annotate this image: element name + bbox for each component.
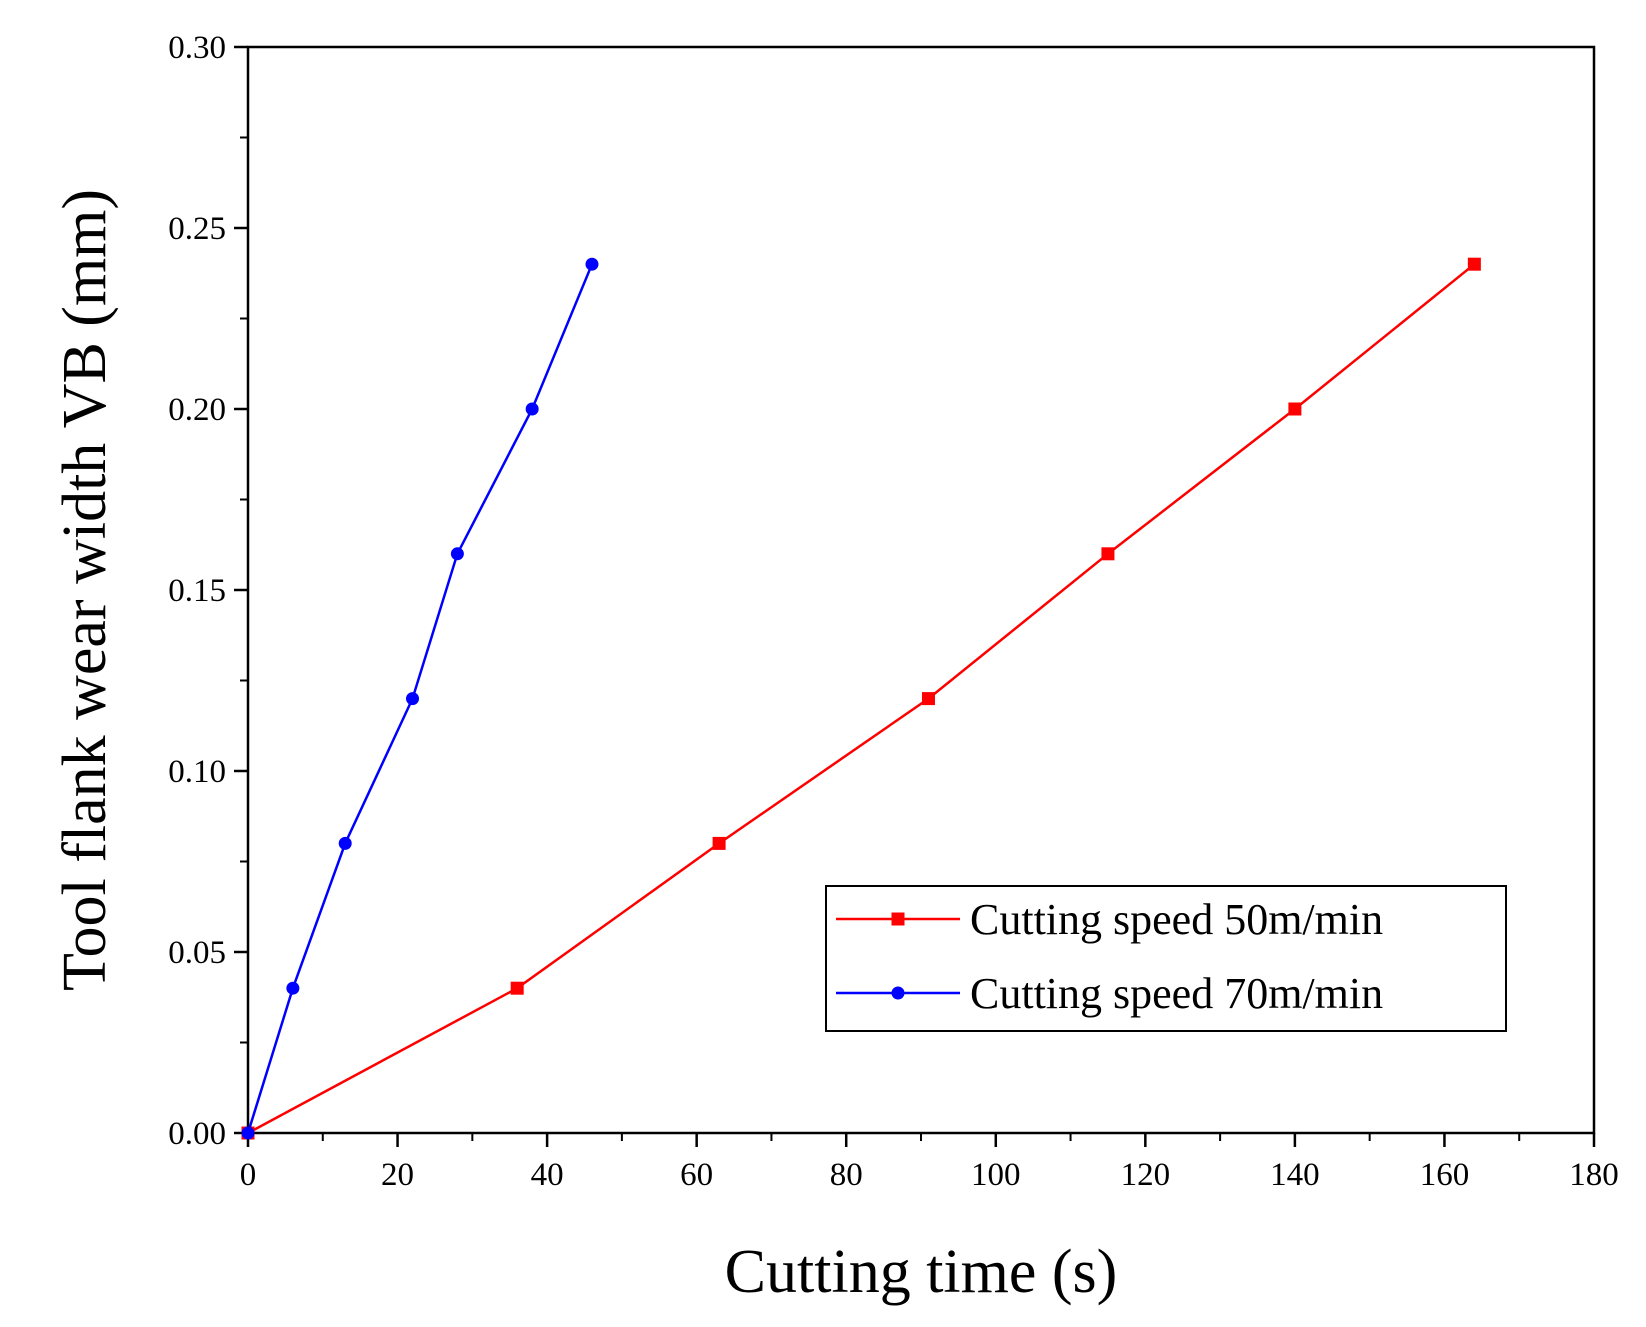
data-point	[510, 981, 524, 995]
data-point	[1288, 402, 1302, 416]
y-tick-label: 0.10	[168, 754, 226, 790]
x-tick-label: 100	[971, 1157, 1021, 1193]
data-point	[406, 692, 420, 706]
y-tick-label: 0.00	[168, 1116, 226, 1152]
x-tick-label: 180	[1569, 1157, 1619, 1193]
x-tick-label: 40	[531, 1157, 564, 1193]
x-tick-label: 60	[680, 1157, 713, 1193]
data-point	[525, 402, 539, 416]
legend-item: Cutting speed 70m/min	[836, 969, 1383, 1018]
x-tick-label: 160	[1420, 1157, 1470, 1193]
y-tick-label: 0.20	[168, 392, 226, 428]
y-axis-title: Tool flank wear width VB (mm)	[51, 189, 119, 991]
data-point	[1101, 547, 1115, 561]
x-tick-label: 80	[830, 1157, 863, 1193]
series-1	[241, 257, 1481, 1140]
y-tick-label: 0.25	[168, 211, 226, 247]
data-point	[585, 257, 599, 271]
x-tick-label: 140	[1270, 1157, 1320, 1193]
y-tick-label: 0.05	[168, 935, 226, 971]
data-point	[241, 1126, 255, 1140]
data-point	[450, 547, 464, 561]
series-2	[241, 257, 599, 1140]
series-layer	[241, 257, 1481, 1140]
legend: Cutting speed 50m/min Cutting speed 70m/m…	[825, 885, 1507, 1032]
legend-item: Cutting speed 50m/min	[836, 895, 1383, 944]
x-tick-label: 120	[1121, 1157, 1171, 1193]
y-tick-label: 0.30	[168, 30, 226, 66]
data-point	[891, 912, 905, 926]
x-tick-label: 0	[240, 1157, 257, 1193]
y-axis: 0.00 0.05 0.10 0.15 0.20 0.25 0.30	[168, 30, 248, 1152]
data-point	[1467, 257, 1481, 271]
legend-label: Cutting speed 70m/min	[970, 969, 1383, 1018]
legend-box	[825, 885, 1507, 1032]
data-point	[891, 986, 905, 1000]
data-point	[286, 981, 300, 995]
data-point	[712, 836, 726, 850]
data-point	[921, 692, 935, 706]
legend-label: Cutting speed 50m/min	[970, 895, 1383, 944]
series-line	[246, 263, 594, 1134]
x-axis-title: Cutting time (s)	[725, 1238, 1118, 1306]
y-tick-label: 0.15	[168, 573, 226, 609]
x-axis: 0 20 40 60 80 100 120 140 160 180	[240, 1133, 1619, 1193]
data-point	[338, 836, 352, 850]
x-tick-label: 20	[381, 1157, 414, 1193]
